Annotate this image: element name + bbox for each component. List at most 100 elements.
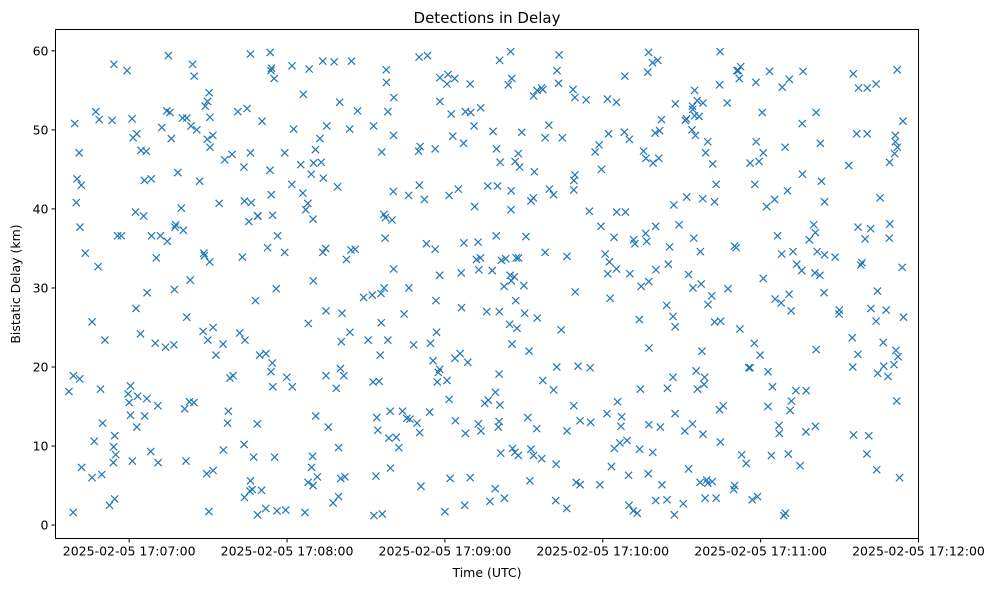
data-point (505, 320, 514, 329)
data-point (885, 158, 894, 167)
data-point (382, 65, 391, 74)
data-point (170, 285, 179, 294)
data-point (394, 443, 403, 452)
data-point (311, 145, 320, 154)
data-point (228, 150, 237, 159)
data-point (891, 137, 900, 146)
data-point (330, 57, 339, 66)
data-point (695, 112, 704, 121)
data-point (309, 215, 318, 224)
y-tick-label: 60 (33, 43, 49, 58)
data-point (113, 231, 122, 240)
data-point (126, 411, 135, 420)
data-point (775, 421, 784, 430)
data-point (797, 266, 806, 275)
data-point (532, 86, 542, 95)
data-point (404, 191, 413, 200)
data-point (288, 61, 297, 70)
data-point (492, 144, 501, 153)
data-point (526, 445, 535, 454)
data-point (422, 239, 431, 248)
data-point (856, 261, 865, 270)
data-point (866, 304, 875, 313)
data-point (322, 121, 331, 130)
data-point (750, 180, 759, 189)
data-point (687, 125, 696, 134)
data-point (492, 231, 501, 240)
data-point (190, 72, 199, 81)
data-point (898, 117, 908, 126)
data-point (595, 480, 604, 489)
data-point (75, 223, 84, 232)
data-point (716, 438, 725, 447)
data-point (369, 377, 378, 387)
data-point (209, 323, 218, 332)
data-point (199, 249, 208, 258)
data-point (635, 315, 644, 324)
data-point (311, 411, 320, 421)
y-ticks-group: 0 10 20 30 40 50 60 (33, 43, 56, 533)
data-point (301, 205, 310, 214)
data-point (500, 494, 509, 503)
data-point (625, 135, 634, 144)
data-point (377, 318, 386, 327)
data-point (899, 313, 908, 322)
data-point (767, 451, 776, 460)
data-point (75, 148, 84, 157)
data-point (136, 329, 145, 338)
data-point (69, 371, 78, 380)
data-point (494, 423, 503, 432)
data-point (569, 185, 578, 194)
data-point (300, 508, 309, 517)
data-point (893, 65, 902, 74)
data-point (282, 373, 291, 382)
data-point (810, 268, 819, 277)
data-point (266, 48, 275, 57)
data-point (597, 165, 606, 174)
data-point (270, 74, 279, 83)
data-point (873, 287, 882, 296)
data-point (131, 304, 141, 313)
data-point (267, 190, 276, 199)
data-point (201, 102, 210, 111)
data-point (337, 337, 346, 346)
data-point (571, 287, 580, 296)
data-point (801, 427, 810, 436)
data-point (416, 142, 425, 151)
data-point (708, 159, 717, 168)
data-point (701, 148, 710, 157)
data-point (470, 202, 479, 211)
data-point (249, 453, 258, 462)
data-point (853, 350, 863, 359)
data-point (605, 257, 614, 266)
data-point (665, 242, 674, 251)
data-point (128, 114, 137, 123)
data-point (235, 328, 244, 338)
data-point (663, 384, 672, 393)
data-point (100, 336, 109, 345)
data-point (75, 374, 84, 383)
data-point (746, 363, 755, 372)
data-point (696, 478, 705, 487)
data-point (280, 148, 289, 157)
data-point (891, 131, 900, 140)
data-point (586, 418, 595, 427)
data-point (332, 384, 341, 393)
data-point (883, 372, 893, 381)
data-point (164, 51, 173, 60)
x-ticks-group: 2025-02-05 17:07:00 2025-02-05 17:08:00 20… (63, 538, 985, 559)
data-point (873, 369, 882, 378)
data-point (219, 445, 228, 455)
data-point (811, 228, 820, 237)
data-point (756, 351, 765, 360)
data-point (879, 338, 888, 347)
data-point (893, 143, 902, 152)
data-point (707, 291, 716, 300)
data-point (77, 181, 86, 190)
data-point (613, 397, 622, 406)
data-point (110, 494, 119, 504)
data-point (429, 356, 438, 365)
data-point (126, 381, 135, 390)
data-point (81, 249, 90, 258)
data-point (219, 340, 228, 349)
